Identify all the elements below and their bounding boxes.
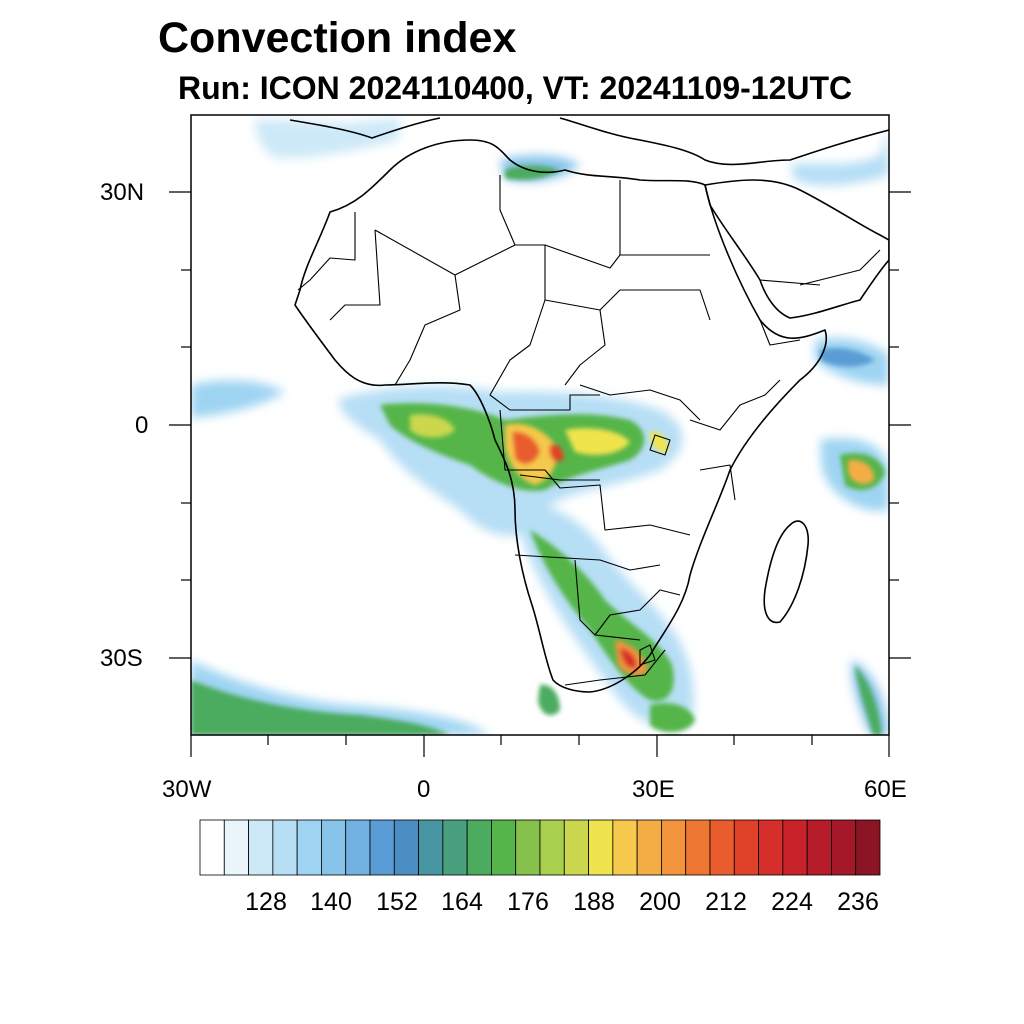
- colorbar-label: 164: [441, 888, 483, 916]
- colorbar-swatch: [588, 819, 614, 876]
- coastlines: [289, 117, 889, 693]
- colorbar-label: 224: [771, 888, 813, 916]
- x-tick-label: 30E: [632, 776, 675, 803]
- colorbar-swatch: [296, 819, 322, 876]
- colorbar-swatch: [636, 819, 662, 876]
- colorbar-swatch: [248, 819, 274, 876]
- colorbar-swatch: [661, 819, 687, 876]
- convection-north-atlantic: [191, 380, 285, 418]
- colorbar-swatch: [491, 819, 517, 876]
- colorbar-label: 188: [573, 888, 615, 916]
- y-tick-label: 30N: [100, 179, 145, 206]
- colorbar-swatch: [709, 819, 735, 876]
- africa-coastline: [294, 139, 827, 693]
- arabian-peninsula: [704, 179, 889, 319]
- colorbar-label: 152: [376, 888, 418, 916]
- colorbar-swatch: [418, 819, 444, 876]
- colorbar-swatch: [563, 819, 589, 876]
- colorbar-swatch: [515, 819, 541, 876]
- colorbar-label: 236: [837, 888, 879, 916]
- colorbar-label: 212: [705, 888, 747, 916]
- colorbar-swatch: [223, 819, 249, 876]
- colorbar-swatch: [199, 819, 225, 876]
- colorbar-swatch: [442, 819, 468, 876]
- colorbar-swatch: [806, 819, 832, 876]
- europe-coast: [289, 117, 889, 166]
- chart-subtitle: Run: ICON 2024110400, VT: 20241109-12UTC: [178, 70, 853, 106]
- colorbar: [199, 819, 881, 876]
- colorbar-swatch: [345, 819, 371, 876]
- colorbar-swatch: [393, 819, 419, 876]
- colorbar-swatch: [612, 819, 638, 876]
- y-tick-label: 0: [135, 412, 149, 439]
- chart-title: Convection index: [158, 14, 517, 62]
- convection-north-coast: [255, 118, 400, 159]
- colorbar-swatch: [831, 819, 857, 876]
- colorbar-swatch: [733, 819, 759, 876]
- country-borders: [297, 175, 881, 686]
- x-tick-label: 0: [417, 776, 431, 803]
- colorbar-swatch: [539, 819, 565, 876]
- colorbar-swatch: [758, 819, 784, 876]
- x-tick-label: 60E: [864, 776, 907, 803]
- axis-ticks: [169, 191, 911, 757]
- colorbar-swatch: [272, 819, 298, 876]
- colorbar-swatch: [855, 819, 881, 876]
- colorbar-swatch: [369, 819, 395, 876]
- convection-arabia-north: [790, 130, 889, 186]
- x-tick-label: 30W: [162, 776, 212, 803]
- colorbar-label: 176: [507, 888, 549, 916]
- colorbar-label: 140: [310, 888, 352, 916]
- colorbar-swatch: [782, 819, 808, 876]
- madagascar-coastline: [763, 520, 810, 624]
- colorbar-swatch: [321, 819, 347, 876]
- y-tick-label: 30S: [100, 645, 143, 672]
- colorbar-label: 200: [639, 888, 681, 916]
- colorbar-swatch: [466, 819, 492, 876]
- colorbar-label: 128: [245, 888, 287, 916]
- colorbar-swatch: [685, 819, 711, 876]
